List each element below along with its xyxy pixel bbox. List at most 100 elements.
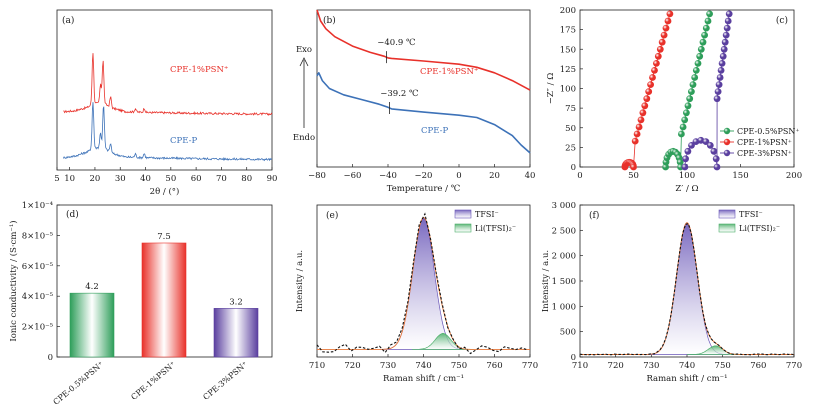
eis-data-point [647, 81, 654, 88]
legend-swatch [718, 209, 736, 219]
panel-d: 0 2×10⁻⁵ 4×10⁻⁵ 6×10⁻⁵ 8×10⁻⁵ 1×10⁻⁴ (d) Ionic … [8, 201, 273, 407]
category-label: CPE-0.5%PSN⁺ [52, 360, 106, 407]
y-tick-label: 2 000 [552, 252, 576, 262]
eis-data-point [678, 130, 685, 138]
eis-data-point [662, 24, 670, 32]
series-label: CPE-1%PSN⁺ [420, 67, 478, 77]
panel-label: (c) [776, 15, 788, 26]
x-tick-label: 50 [628, 171, 639, 181]
eis-data-point [723, 24, 731, 32]
eis-data-point [681, 163, 689, 171]
legend-swatch [454, 209, 472, 219]
x-tick-label: 60 [191, 174, 202, 184]
plot-frame [316, 9, 531, 168]
y-tick-label: 25 [565, 143, 576, 153]
eis-data-point [688, 142, 695, 149]
panel-e: 710 720 730 740 750 760 770 (e) Raman shift / cm… [295, 204, 538, 384]
panel-c: 0 50 100 150 200 0 25 50 75 100 125 150 175 200 (c) Z′ … [546, 6, 802, 194]
eis-data-point [704, 17, 712, 25]
legend-label: CPE-3%PSN⁺ [737, 149, 792, 158]
eis-data-point [666, 10, 674, 18]
eis-data-point [710, 147, 718, 155]
eis-data-point [701, 31, 708, 39]
y-tick-label: 500 [560, 328, 576, 338]
xrd-series-line [62, 102, 273, 162]
eis-data-point [716, 74, 724, 81]
eis-data-point [725, 10, 733, 18]
eis-data-point [664, 17, 672, 25]
xrd-series-line [63, 53, 273, 116]
x-tick-label: 730 [380, 361, 396, 371]
exo-label: Exo [296, 45, 312, 55]
y-axis-label: Ionic conductivity / (S·cm⁻¹) [8, 220, 19, 341]
eis-data-point [684, 147, 692, 155]
x-tick-label: 710 [309, 361, 325, 371]
x-tick-label: 720 [344, 361, 360, 371]
eis-data-point [721, 38, 729, 46]
x-tick-label: 750 [451, 361, 467, 371]
eis-data-point [637, 116, 645, 124]
x-tick-label: 20 [90, 174, 101, 184]
eis-data-point [683, 109, 690, 117]
eis-data-point [651, 67, 658, 74]
eis-data-point [641, 102, 649, 110]
panel-label: (a) [62, 15, 74, 26]
bar-value-label: 7.5 [157, 232, 171, 242]
eis-data-point [706, 142, 714, 149]
panel-a: 5 10 20 30 40 50 60 70 80 90 (a) 2θ / (°) CPE-1%PSN⁺… [54, 9, 278, 197]
y-tick-label: 1 000 [552, 302, 576, 312]
x-tick-label: 10 [64, 174, 75, 184]
x-axis-label: Raman shift / cm⁻¹ [646, 374, 727, 384]
legend-label: CPE-1%PSN⁺ [737, 138, 792, 147]
y-tick-label: 100 [560, 85, 576, 95]
eis-data-point [681, 116, 689, 124]
x-tick-label: 90 [267, 174, 278, 184]
y-tick-label: 150 [560, 45, 576, 55]
x-tick-label: 720 [608, 361, 624, 371]
y-tick-label: 8×10⁻⁵ [22, 231, 54, 241]
panel-label: (e) [326, 210, 338, 221]
x-tick-label: 760 [486, 361, 502, 371]
y-tick-label: 125 [560, 65, 576, 75]
eis-data-point [662, 163, 669, 171]
x-tick-label: 730 [643, 361, 659, 371]
x-tick-label: 20 [489, 171, 500, 181]
x-axis-label: Temperature / ℃ [387, 184, 460, 194]
eis-data-point [722, 31, 730, 39]
legend-marker [723, 127, 731, 135]
x-tick-label: 5 [54, 174, 59, 184]
x-tick-label: 100 [679, 171, 695, 181]
category-label: CPE-3%PSN⁺ [201, 360, 249, 402]
eis-data-point [660, 31, 668, 39]
x-tick-label: 40 [140, 174, 151, 184]
x-tick-label: −60 [344, 171, 362, 181]
legend-label: Li(TFSI)₂⁻ [475, 224, 516, 233]
x-axis-label: 2θ / (°) [150, 186, 180, 197]
tg-annotation: −39.2 ℃ [380, 89, 418, 99]
y-tick-label: 0 [571, 163, 576, 173]
x-tick-label: 740 [415, 361, 431, 371]
x-tick-label: −20 [415, 171, 433, 181]
eis-data-point [649, 74, 656, 81]
eis-data-point [719, 52, 727, 60]
x-tick-label: 40 [525, 171, 536, 181]
eis-data-point [717, 67, 725, 74]
peak-fill-0 [380, 217, 467, 350]
y-tick-label: 1 500 [552, 277, 576, 287]
eis-data-point [720, 45, 728, 53]
eis-data-point [713, 163, 721, 171]
bar-value-label: 3.2 [229, 297, 243, 307]
y-tick-label: 2×10⁻⁵ [22, 323, 54, 333]
eis-data-point [682, 155, 689, 163]
eis-data-point [633, 130, 641, 138]
bar-0 [69, 292, 115, 358]
eis-data-point [658, 38, 666, 46]
x-tick-label: 70 [216, 174, 227, 184]
eis-data-point [697, 45, 705, 53]
y-tick-label: 50 [565, 124, 576, 134]
x-tick-label: 770 [786, 361, 802, 371]
y-tick-label: 4×10⁻⁵ [22, 292, 54, 302]
bar-value-label: 4.2 [85, 282, 99, 292]
eis-data-point [702, 138, 710, 146]
eis-data-point [694, 60, 702, 67]
